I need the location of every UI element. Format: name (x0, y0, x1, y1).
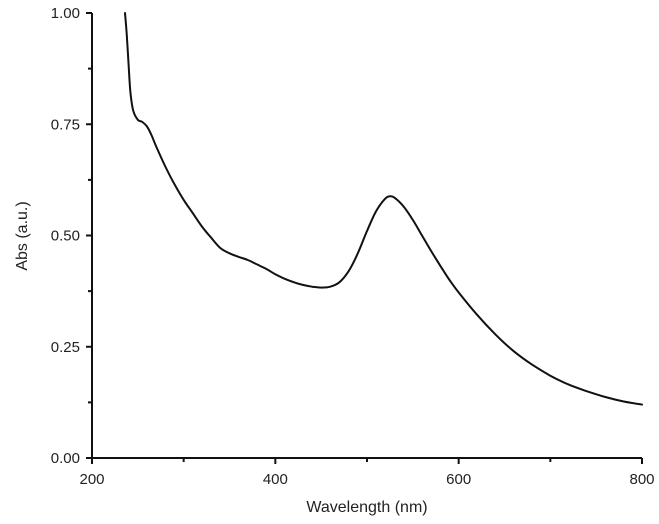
x-tick-label: 400 (263, 471, 288, 488)
ticks (86, 12, 643, 464)
axes (91, 13, 642, 459)
absorbance-curve (124, 12, 643, 406)
y-tick-label: 0.25 (51, 339, 80, 356)
y-axis-title: Abs (a.u.) (14, 201, 31, 270)
tick-labels: 200 400 600 800 0.00 0.25 0.50 0.75 1.00 (51, 5, 655, 488)
x-tick-label: 800 (629, 471, 654, 488)
y-tick-label: 1.00 (51, 5, 80, 22)
y-tick-label: 0.75 (51, 116, 80, 133)
y-tick-label: 0.00 (51, 450, 80, 467)
y-tick-label: 0.50 (51, 228, 80, 245)
x-tick-label: 200 (79, 471, 104, 488)
x-axis-title: Wavelength (nm) (306, 499, 427, 516)
x-tick-label: 600 (446, 471, 471, 488)
